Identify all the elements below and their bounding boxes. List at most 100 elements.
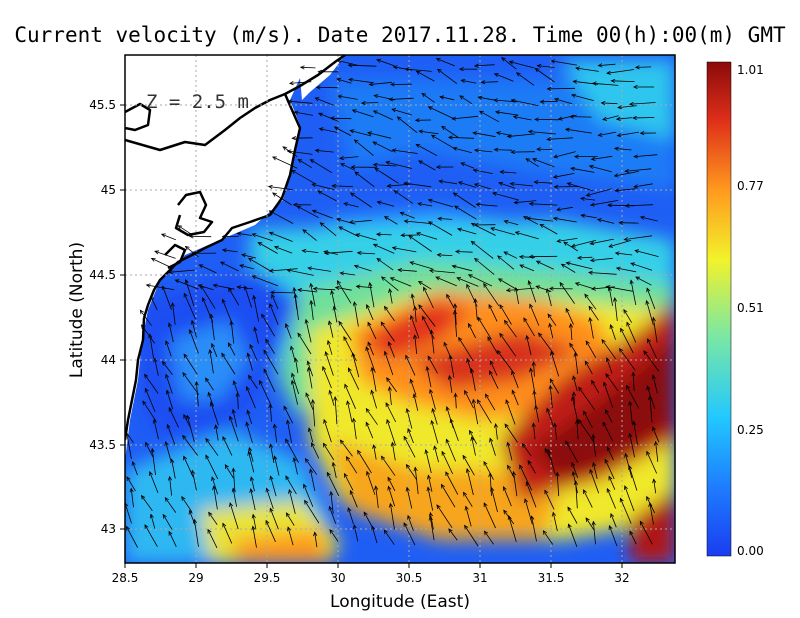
velocity-arrow-head [347, 63, 353, 68]
velocity-arrow-head [212, 485, 217, 491]
velocity-arrow [336, 78, 352, 84]
velocity-arrow [629, 531, 637, 545]
velocity-arrow-head [269, 443, 274, 449]
velocity-arrow-head [153, 357, 158, 363]
velocity-arrow-head [306, 366, 312, 372]
velocity-arrow-head [222, 435, 227, 441]
colorbar-tick-label: 0.77 [737, 179, 764, 193]
velocity-arrow-head [418, 129, 424, 134]
velocity-arrow-head [539, 99, 545, 104]
velocity-arrow-head [575, 66, 581, 71]
velocity-arrow-head [548, 384, 553, 390]
velocity-arrow-head [257, 242, 263, 247]
velocity-arrow [577, 256, 593, 259]
velocity-arrow [515, 231, 539, 240]
velocity-arrow [308, 367, 313, 389]
velocity-arrow-head [614, 251, 620, 256]
velocity-arrow-head [328, 505, 333, 511]
velocity-arrow-head [346, 400, 351, 406]
velocity-arrow [625, 453, 633, 479]
velocity-arrow-head [605, 373, 610, 378]
velocity-arrow-head [311, 183, 317, 188]
velocity-arrow [429, 516, 435, 541]
velocity-arrow-head [340, 163, 345, 168]
velocity-arrow-head [438, 179, 444, 184]
velocity-arrow-head [573, 351, 578, 357]
velocity-arrow [608, 240, 632, 248]
velocity-arrow [450, 418, 459, 442]
velocity-arrow [653, 479, 657, 494]
velocity-arrow [400, 212, 415, 219]
velocity-arrow-head [405, 354, 410, 360]
velocity-arrow [312, 210, 333, 219]
velocity-arrow-head [552, 174, 558, 179]
velocity-arrow [385, 402, 397, 423]
velocity-arrow-head [224, 464, 229, 469]
velocity-arrow [489, 438, 496, 456]
velocity-arrow-head [488, 304, 493, 309]
velocity-arrow [584, 293, 597, 310]
velocity-arrow-head [409, 261, 415, 266]
velocity-arrow-head [447, 135, 453, 140]
velocity-arrow [421, 93, 435, 103]
velocity-arrow-head [604, 409, 609, 414]
velocity-arrow-head [160, 233, 166, 238]
velocity-arrow [418, 160, 436, 171]
velocity-arrow [453, 192, 476, 208]
velocity-arrow-head [591, 379, 596, 385]
velocity-arrow [310, 283, 316, 307]
velocity-arrow-head [318, 127, 324, 132]
velocity-arrow-head [380, 455, 386, 461]
velocity-arrow-head [522, 216, 528, 221]
velocity-arrow-head [607, 286, 612, 292]
velocity-arrow [472, 399, 479, 425]
velocity-arrow [165, 340, 172, 357]
velocity-arrow-head [414, 118, 420, 123]
velocity-arrow-head [525, 158, 531, 163]
velocity-arrow-head [602, 116, 608, 121]
velocity-arrow [367, 132, 392, 139]
velocity-arrow [471, 368, 476, 392]
velocity-arrow [583, 489, 593, 508]
velocity-arrow-head [440, 483, 446, 489]
velocity-arrow [311, 442, 320, 459]
velocity-arrow [407, 428, 414, 444]
velocity-arrow [544, 490, 555, 510]
velocity-arrow [167, 424, 176, 445]
velocity-arrow-head [209, 313, 214, 319]
velocity-arrow-head [424, 448, 429, 454]
velocity-arrow-head [165, 373, 170, 379]
velocity-arrow [230, 321, 235, 344]
velocity-arrow [446, 439, 456, 462]
velocity-arrow [503, 251, 518, 259]
velocity-arrow-head [355, 233, 361, 238]
velocity-arrow [205, 438, 219, 456]
velocity-arrow-head [605, 285, 611, 290]
velocity-arrow [496, 132, 512, 136]
velocity-arrow-head [232, 380, 237, 386]
velocity-arrow-head [572, 79, 578, 84]
velocity-arrow [414, 334, 418, 354]
velocity-arrow [609, 525, 618, 547]
velocity-arrow-head [415, 143, 421, 148]
velocity-arrow [229, 502, 239, 530]
velocity-arrow-head [228, 287, 233, 293]
velocity-arrow-head [311, 442, 315, 447]
velocity-arrow-head [363, 511, 368, 517]
velocity-arrow-head [354, 171, 359, 176]
velocity-arrow-head [347, 507, 352, 512]
velocity-arrow [348, 64, 377, 67]
velocity-arrow-head [322, 365, 327, 371]
velocity-arrow [183, 353, 198, 375]
velocity-arrow-head [441, 125, 446, 131]
velocity-arrow-head [351, 109, 357, 114]
velocity-arrow-head [608, 475, 613, 481]
velocity-arrow-head [207, 528, 212, 534]
velocity-arrow-head [328, 389, 333, 395]
velocity-arrow-head [435, 164, 441, 170]
velocity-arrow-head [451, 116, 457, 121]
velocity-arrow [547, 137, 573, 140]
velocity-arrow [252, 233, 273, 242]
velocity-arrow-head [268, 268, 274, 273]
velocity-arrow-head [639, 215, 645, 220]
